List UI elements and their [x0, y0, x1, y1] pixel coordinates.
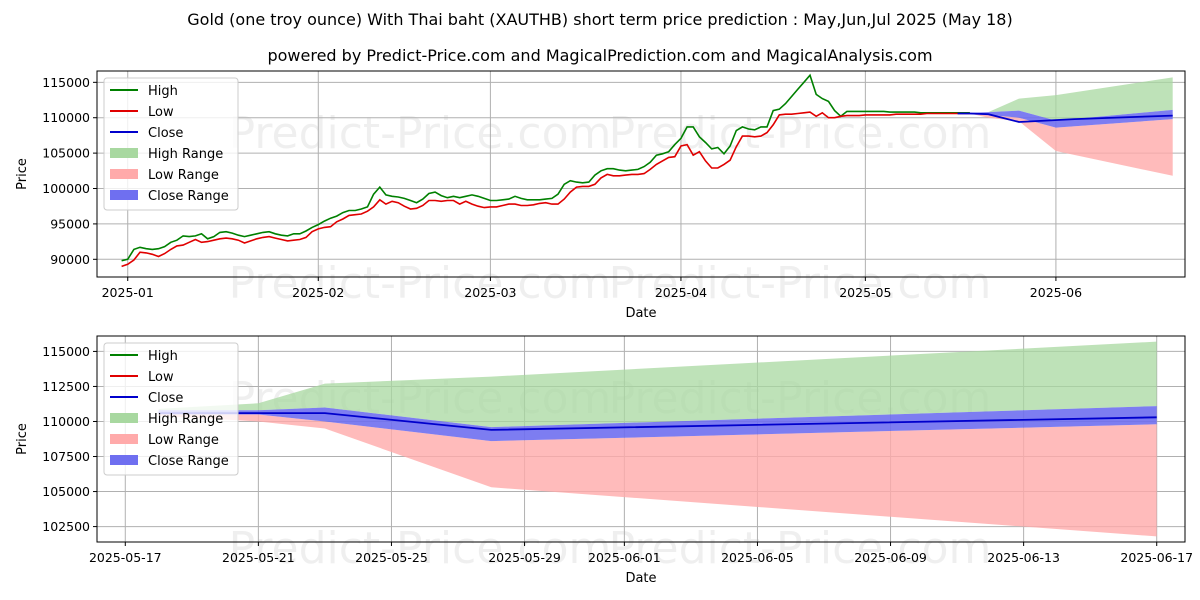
y-tick-label: 105000: [42, 484, 90, 499]
watermark-text: Predict-Price.com: [609, 523, 992, 574]
watermark-text: Predict-Price.com: [609, 258, 992, 309]
high-price-line: [121, 73, 970, 262]
x-tick-label: 2025-02: [292, 285, 344, 300]
x-tick-label: 2025-05: [839, 285, 891, 300]
y-tick-label: 107500: [42, 449, 90, 464]
watermark-text: Predict-Price.com: [229, 373, 612, 424]
low-range-area: [969, 113, 1173, 176]
legend-label-low: Low: [148, 370, 174, 385]
legend-label-close: Close: [148, 126, 183, 141]
y-tick-label: 110000: [42, 414, 90, 429]
close-range-area: [969, 109, 1173, 128]
top-chart-panel: Predict-Price.comPredict-Price.comPredic…: [15, 70, 1186, 321]
legend-label-high-range: High Range: [148, 147, 223, 162]
x-tick-label: 2025-06-13: [987, 550, 1060, 565]
y-tick-label: 115000: [42, 75, 90, 90]
legend-label-high: High: [148, 84, 178, 99]
legend-label-high-range: High Range: [148, 412, 223, 427]
plot-frame: [96, 70, 1186, 278]
y-tick-label: 115000: [42, 344, 90, 359]
legend-label-close-range: Close Range: [148, 454, 229, 469]
y-tick-label: 112500: [42, 379, 90, 394]
bottom-chart-panel: Predict-Price.comPredict-Price.comPredic…: [15, 335, 1193, 586]
x-tick-label: 2025-06-17: [1120, 550, 1193, 565]
chart-title: Gold (one troy ounce) With Thai baht (XA…: [187, 10, 1013, 29]
y-tick-label: 90000: [50, 252, 90, 267]
close-price-line: [158, 412, 1157, 431]
x-tick-label: 2025-06-05: [721, 550, 794, 565]
legend-box: [103, 77, 239, 211]
y-tick-label: 95000: [50, 216, 90, 231]
y-tick-label: 105000: [42, 146, 90, 161]
legend-swatch-close-range: [110, 455, 138, 465]
chart-subtitle: powered by Predict-Price.com and Magical…: [267, 46, 933, 65]
x-axis-label: Date: [625, 571, 656, 586]
y-tick-label: 110000: [42, 110, 90, 125]
watermark-text: Predict-Price.com: [229, 258, 612, 309]
plot-frame: [96, 335, 1186, 543]
x-tick-label: 2025-03: [464, 285, 516, 300]
x-tick-label: 2025-06-09: [854, 550, 927, 565]
watermark-text: Predict-Price.com: [229, 523, 612, 574]
legend-box: [103, 342, 239, 476]
x-tick-label: 2025-05-25: [355, 550, 428, 565]
watermark-text: Predict-Price.com: [229, 108, 612, 159]
watermark-text: Predict-Price.com: [609, 108, 992, 159]
high-range-area: [158, 341, 1157, 428]
low-price-line: [121, 111, 970, 268]
watermark-text: Predict-Price.com: [609, 373, 992, 424]
legend-swatch-close-range: [110, 190, 138, 200]
legend-swatch-low-range: [110, 169, 138, 179]
legend-label-low-range: Low Range: [148, 168, 219, 183]
x-axis-label: Date: [625, 306, 656, 321]
x-tick-label: 2025-06-01: [588, 550, 661, 565]
y-tick-label: 100000: [42, 181, 90, 196]
legend-label-high: High: [148, 349, 178, 364]
x-tick-label: 2025-06: [1030, 285, 1082, 300]
close-range-area: [158, 406, 1157, 442]
close-price-line: [957, 112, 1173, 123]
x-tick-label: 2025-04: [655, 285, 707, 300]
legend-label-low-range: Low Range: [148, 433, 219, 448]
y-tick-label: 102500: [42, 519, 90, 534]
high-range-area: [969, 77, 1173, 121]
legend-swatch-high-range: [110, 413, 138, 423]
y-axis-label: Price: [15, 423, 30, 455]
x-tick-label: 2025-05-21: [222, 550, 295, 565]
x-tick-label: 2025-05-17: [89, 550, 162, 565]
legend-swatch-high-range: [110, 148, 138, 158]
legend-label-close-range: Close Range: [148, 189, 229, 204]
x-tick-label: 2025-05-29: [488, 550, 561, 565]
legend-label-close: Close: [148, 391, 183, 406]
x-tick-label: 2025-01: [102, 285, 154, 300]
legend-swatch-low-range: [110, 434, 138, 444]
y-axis-label: Price: [15, 158, 30, 190]
legend-label-low: Low: [148, 105, 174, 120]
low-range-area: [158, 414, 1157, 537]
